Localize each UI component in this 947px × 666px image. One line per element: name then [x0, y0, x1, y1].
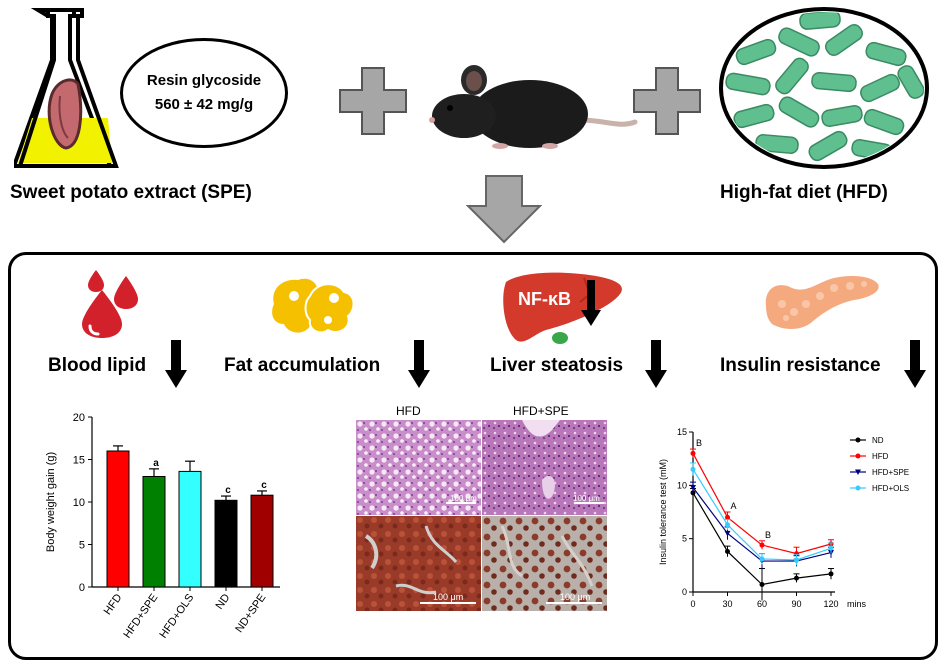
scale-bar-label: 100 μm — [560, 592, 591, 602]
significance-label: B — [765, 530, 771, 540]
plus-icon — [633, 67, 701, 135]
scale-bar-label: 100 μm — [433, 592, 464, 602]
micrograph-he-hfd — [356, 420, 481, 515]
insulin-tolerance-line-chart: 0 5 10 15 0 30 60 90 120 mins Insulin tolerance te… — [658, 427, 909, 609]
data-point — [794, 557, 799, 563]
blood-lipid-label: Blood lipid — [48, 355, 147, 376]
data-point — [725, 514, 730, 520]
y-tick-label: 15 — [73, 455, 85, 467]
x-tick-label: 0 — [690, 599, 695, 609]
micrograph-oil-red-hfd-spe — [482, 516, 607, 611]
liver-steatosis-label: Liver steatosis — [490, 355, 624, 376]
significance-label: A — [731, 501, 737, 511]
legend-marker — [855, 437, 861, 443]
y-axis-label: Body weight gain (g) — [45, 452, 57, 552]
fat-cells-icon — [272, 278, 355, 334]
decrease-arrow-icon — [408, 340, 430, 388]
micrograph-title-hfd-spe: HFD+SPE — [513, 404, 569, 418]
y-tick-label: 5 — [682, 534, 687, 544]
bar — [142, 476, 166, 588]
legend-label: ND — [872, 436, 884, 445]
bar — [106, 450, 130, 588]
micrograph-oil-red-hfd — [356, 516, 481, 611]
legend-marker — [855, 485, 861, 491]
data-point — [725, 548, 730, 554]
data-point — [690, 466, 696, 472]
bubble-title: Resin glycoside — [146, 72, 262, 89]
y-axis-label: Insulin tolerance test (mM) — [658, 459, 668, 565]
y-tick-label: 20 — [73, 412, 85, 424]
effects-panel — [8, 252, 938, 660]
legend-label: HFD+OLS — [872, 484, 909, 493]
data-point — [794, 575, 799, 581]
significance-label: c — [261, 480, 267, 491]
data-point — [724, 530, 731, 537]
x-tick-label: HFD — [102, 592, 125, 617]
bubble-value: 560 ± 42 mg/g — [154, 96, 254, 113]
micrograph-he-hfd-spe — [482, 420, 607, 515]
y-tick-label: 0 — [682, 587, 687, 597]
scale-bar-label: 100 μm — [450, 494, 477, 503]
down-arrow-icon — [466, 175, 542, 244]
legend-label: HFD+SPE — [872, 468, 909, 477]
fat-accumulation-label: Fat accumulation — [224, 355, 381, 376]
y-tick-label: 0 — [79, 582, 85, 594]
data-point — [759, 542, 765, 548]
x-tick-label: ND — [214, 592, 233, 612]
x-tick-label: 30 — [722, 599, 732, 609]
x-tick-label: 60 — [757, 599, 767, 609]
legend-marker — [855, 469, 861, 475]
bar — [250, 494, 274, 588]
legend-marker — [855, 453, 861, 459]
x-tick-label: 120 — [823, 599, 838, 609]
diet-label: High-fat diet (HFD) — [720, 182, 888, 203]
decrease-arrow-icon — [165, 340, 187, 388]
x-tick-label: 90 — [791, 599, 801, 609]
x-tick-label: HFD+OLS — [157, 592, 196, 641]
data-point — [690, 484, 696, 491]
data-point — [828, 571, 834, 577]
insulin-resistance-label: Insulin resistance — [720, 355, 881, 376]
y-tick-label: 15 — [677, 427, 687, 437]
data-point — [828, 545, 834, 551]
body-weight-bar-chart: 0 5 10 15 20 Body weight gain (g) HFD a HFD+SPEH… — [45, 412, 280, 641]
significance-label: a — [153, 458, 159, 469]
significance-label: B — [696, 438, 702, 448]
mouse-icon — [429, 65, 638, 149]
y-tick-label: 5 — [79, 540, 85, 552]
nfkb-down-arrow-icon — [581, 280, 601, 326]
y-tick-label: 10 — [73, 497, 85, 509]
x-tick-label: ND+SPE — [233, 592, 268, 635]
decrease-arrow-icon — [904, 340, 926, 388]
extract-label: Sweet potato extract (SPE) — [10, 182, 252, 203]
data-point — [725, 522, 730, 528]
blood-drop-icon — [82, 270, 138, 338]
data-point — [690, 450, 696, 456]
high-fat-diet-pellets-icon — [719, 7, 929, 169]
bar — [178, 470, 202, 588]
y-tick-label: 10 — [677, 480, 687, 490]
nfkb-label: NF-κB — [518, 289, 572, 309]
plus-icon — [339, 67, 407, 135]
bar — [214, 499, 238, 588]
resin-glycoside-bubble: Resin glycoside 560 ± 42 mg/g — [120, 38, 288, 148]
micrograph-title-hfd: HFD — [396, 404, 421, 418]
data-point — [759, 556, 765, 562]
pancreas-icon — [765, 276, 879, 329]
x-axis-unit: mins — [847, 599, 867, 609]
scale-bar-label: 100 μm — [573, 494, 600, 503]
legend-label: HFD — [872, 452, 889, 461]
x-tick-label: HFD+SPE — [121, 592, 160, 641]
data-point — [759, 582, 765, 588]
decrease-arrow-icon — [645, 340, 667, 388]
significance-label: c — [225, 485, 231, 496]
flask-icon — [14, 7, 119, 168]
